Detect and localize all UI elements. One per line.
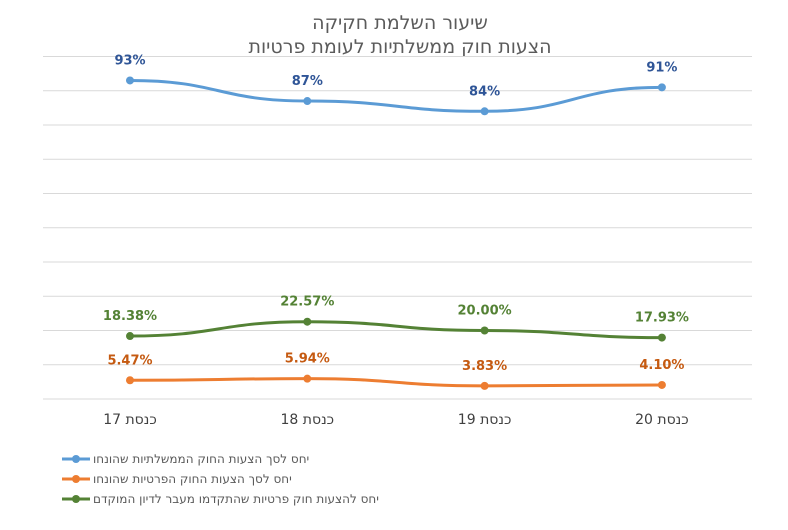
legend-swatch-marker xyxy=(72,455,80,463)
x-axis-tick-labels: כנסת 17 כנסת 18 כנסת 19 כנסת 20 xyxy=(103,412,688,428)
data-point xyxy=(480,381,489,390)
x-tick-label: כנסת 20 xyxy=(635,412,689,428)
series-group xyxy=(126,76,666,390)
series-line xyxy=(128,320,664,340)
data-label: 3.83% xyxy=(462,359,507,374)
data-point xyxy=(657,380,666,389)
chart-title: שיעור השלמת חקיקה הצעות חוק ממשלתיות לעו… xyxy=(248,12,551,58)
data-point xyxy=(657,83,666,92)
legend-swatch-marker xyxy=(72,495,80,503)
x-tick-label: כנסת 19 xyxy=(458,412,512,428)
data-label: 5.47% xyxy=(107,353,152,368)
data-label: 84% xyxy=(469,84,500,99)
data-label: 5.94% xyxy=(285,352,330,367)
data-point xyxy=(303,97,312,106)
series-line xyxy=(128,78,664,113)
data-label: 17.93% xyxy=(635,311,689,326)
data-label: 22.57% xyxy=(280,295,334,310)
legend: יחס לסך הצעות החוק הממשלתיות שהונחו יחס ל… xyxy=(62,452,379,506)
data-point xyxy=(480,107,489,116)
legend-item: יחס לסך הצעות החוק הפרטיות שהונחו xyxy=(62,472,292,486)
legend-swatch-marker xyxy=(72,475,80,483)
series-line xyxy=(128,377,664,388)
chart-title-line-2: הצעות חוק ממשלתיות לעומת פרטיות xyxy=(248,36,551,58)
data-label: 91% xyxy=(646,60,677,75)
data-label: 93% xyxy=(114,53,145,68)
legend-label: יחס לסך הצעות החוק הפרטיות שהונחו xyxy=(93,472,292,486)
chart-title-line-1: שיעור השלמת חקיקה xyxy=(312,12,488,34)
data-point xyxy=(303,317,312,326)
data-label: 4.10% xyxy=(639,358,684,373)
data-point xyxy=(657,333,666,342)
x-tick-label: כנסת 18 xyxy=(281,412,335,428)
gridlines xyxy=(43,56,752,400)
legend-label: יחס להצעות חוק פרטיות שהתקדמו מעבר לדיון… xyxy=(93,492,379,506)
data-point xyxy=(126,76,134,85)
data-label: 87% xyxy=(292,74,323,89)
data-point xyxy=(303,374,312,383)
legend-item: יחס לסך הצעות החוק הממשלתיות שהונחו xyxy=(62,452,309,466)
data-labels: 93% 87% 84% 91% 18.38% 22.57% 20.00% 17.93% 5.47… xyxy=(103,53,689,373)
data-point xyxy=(126,332,134,341)
legend-label: יחס לסך הצעות החוק הממשלתיות שהונחו xyxy=(93,452,309,466)
data-point xyxy=(480,326,489,335)
data-label: 18.38% xyxy=(103,309,157,324)
x-tick-label: כנסת 17 xyxy=(103,412,157,428)
data-point xyxy=(126,376,134,385)
legend-item: יחס להצעות חוק פרטיות שהתקדמו מעבר לדיון… xyxy=(62,492,379,506)
data-label: 20.00% xyxy=(458,304,512,319)
